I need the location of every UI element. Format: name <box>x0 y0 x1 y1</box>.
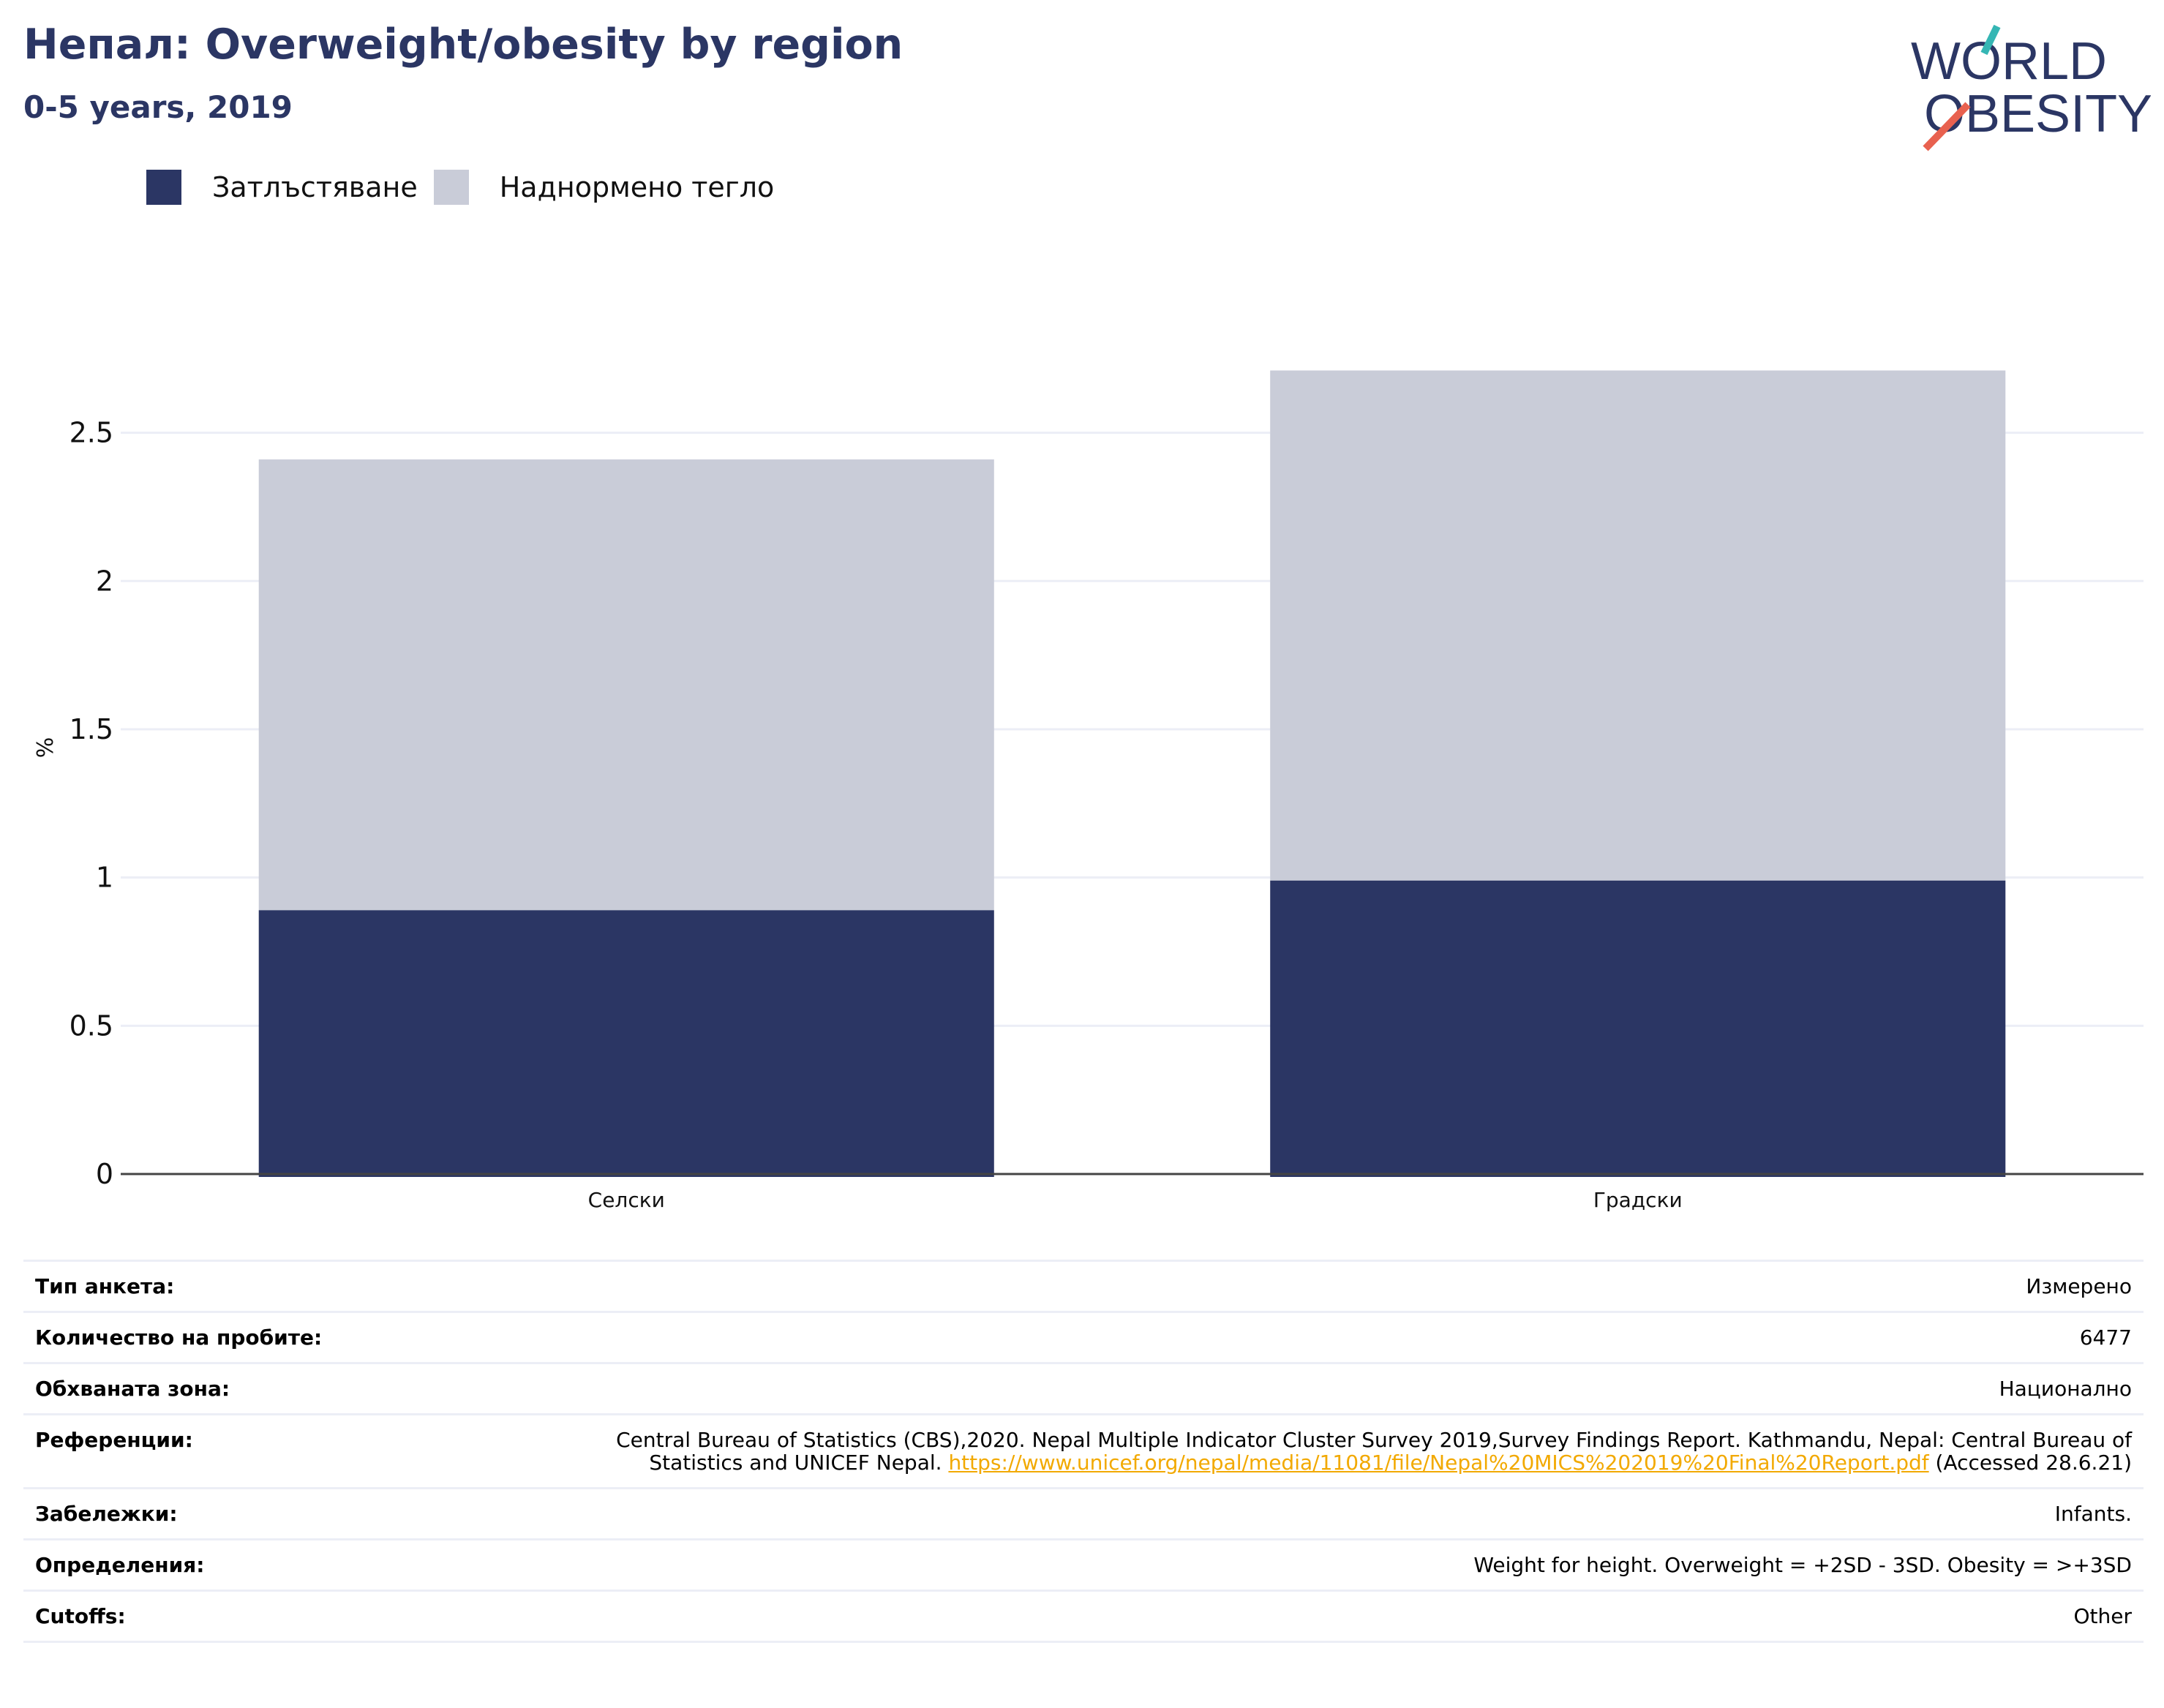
bar-obesity <box>1270 880 2006 1177</box>
survey-type-value: Измерено <box>2026 1274 2132 1298</box>
bar-chart: 0 0.5 1 1.5 2 2.5% Селски Градски <box>33 370 2144 1212</box>
world-obesity-logo: WORLD OBESITY <box>1911 24 2151 151</box>
legend-label-overweight: Наднормено тегло <box>499 171 775 203</box>
x-tick-label: Селски <box>588 1188 665 1212</box>
sample-size-value: 6477 <box>2079 1325 2132 1350</box>
y-tick-label: 0.5 <box>69 1009 113 1042</box>
logo-slash-bottom <box>1923 102 1971 151</box>
legend-item-obesity[interactable]: Затлъстяване <box>146 170 418 205</box>
sample-size-label: Количество на пробите: <box>35 1325 323 1350</box>
legend-swatch-obesity <box>146 170 181 205</box>
chart-title: Непал: Overweight/obesity by region <box>23 20 903 69</box>
bar-obesity <box>258 910 994 1177</box>
coverage-label: Обхваната зона: <box>35 1377 230 1401</box>
cutoffs-value: Other <box>2073 1604 2132 1628</box>
references-text: Central Bureau of Statistics (CBS),2020.… <box>616 1428 2132 1475</box>
notes-value: Infants. <box>2054 1502 2132 1526</box>
y-tick-label: 1 <box>96 862 113 894</box>
row-cutoffs: Cutoffs: Other <box>23 1590 2144 1643</box>
definitions-label: Определения: <box>35 1553 205 1577</box>
references-link[interactable]: https://www.unicef.org/nepal/media/11081… <box>948 1451 1929 1475</box>
notes-label: Забележки: <box>35 1502 178 1526</box>
chart-legend: Затлъстяване Наднормено тегло <box>146 168 790 206</box>
chart-subtitle: 0-5 years, 2019 <box>23 89 293 125</box>
bar-overweight <box>1270 370 2006 881</box>
legend-item-overweight[interactable]: Наднормено тегло <box>433 170 775 205</box>
row-definitions: Определения: Weight for height. Overweig… <box>23 1538 2144 1590</box>
row-survey-type: Тип анкета: Измерено <box>23 1260 2144 1311</box>
x-tick-label: Градски <box>1593 1188 1683 1212</box>
y-tick-label: 2 <box>96 565 113 597</box>
y-axis-title: % <box>33 737 59 759</box>
legend-swatch-overweight <box>433 170 469 205</box>
definitions-value: Weight for height. Overweight = +2SD - 3… <box>1473 1553 2132 1577</box>
legend-label-obesity: Затлъстяване <box>212 171 418 203</box>
logo-text-world: WORLD <box>1911 32 2107 91</box>
row-notes: Забележки: Infants. <box>23 1487 2144 1538</box>
y-tick-label: 1.5 <box>69 713 113 745</box>
cutoffs-label: Cutoffs: <box>35 1604 126 1628</box>
references-label: Референции: <box>35 1428 193 1452</box>
y-tick-label: 2.5 <box>69 417 113 449</box>
coverage-value: Национално <box>1999 1377 2132 1401</box>
references-accessed: (Accessed 28.6.21) <box>1928 1451 2132 1475</box>
survey-info-table: Тип анкета: Измерено Количество на проби… <box>23 1260 2144 1643</box>
survey-type-label: Тип анкета: <box>35 1274 175 1298</box>
bar-overweight <box>258 459 994 911</box>
logo-slash-top <box>1980 24 2001 56</box>
row-sample-size: Количество на пробите: 6477 <box>23 1311 2144 1362</box>
row-coverage: Обхваната зона: Национално <box>23 1362 2144 1413</box>
references-value: Central Bureau of Statistics (CBS),2020.… <box>610 1429 2132 1474</box>
row-references: Референции: Central Bureau of Statistics… <box>23 1413 2144 1487</box>
y-tick-label: 0 <box>96 1158 113 1190</box>
